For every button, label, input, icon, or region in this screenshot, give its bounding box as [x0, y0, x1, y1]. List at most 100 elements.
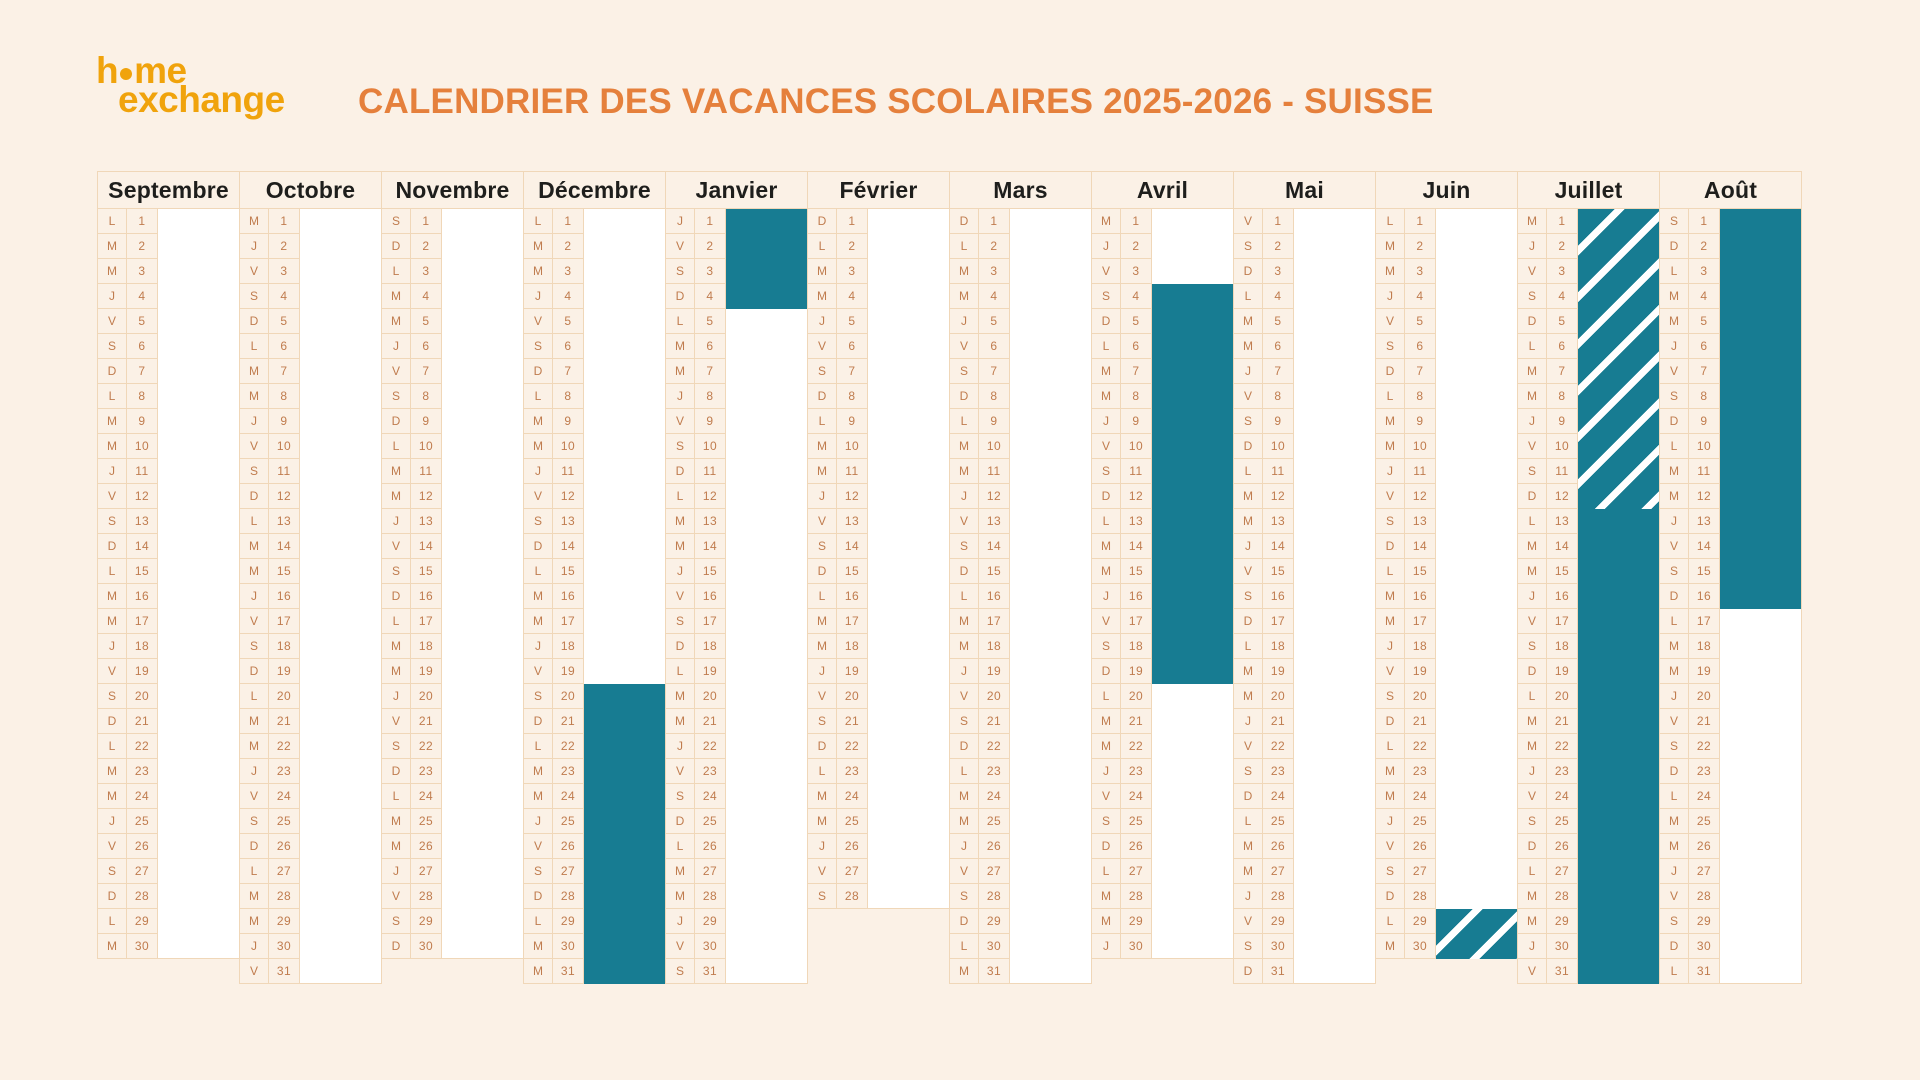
day-row: S 31 — [665, 959, 808, 984]
day-letter-cell: M — [239, 209, 269, 234]
day-number-cell: 20 — [1547, 684, 1578, 709]
day-letter-cell: D — [665, 809, 695, 834]
day-letter-cell: M — [523, 409, 553, 434]
day-row: S 28 — [807, 884, 950, 909]
day-row: J 22 — [665, 734, 808, 759]
day-number-cell: 1 — [553, 209, 584, 234]
day-number-cell: 30 — [1121, 934, 1152, 959]
day-number-cell: 22 — [979, 734, 1010, 759]
day-number-cell: 15 — [269, 559, 300, 584]
day-letter-cell: D — [97, 534, 127, 559]
day-number-cell: 6 — [127, 334, 158, 359]
day-letter-cell: M — [97, 259, 127, 284]
day-row: M 17 — [1375, 609, 1518, 634]
day-row: S 14 — [807, 534, 950, 559]
day-letter-cell: M — [1659, 484, 1689, 509]
day-row: J 14 — [1233, 534, 1376, 559]
day-row: M 21 — [239, 709, 382, 734]
day-letter-cell: M — [523, 234, 553, 259]
day-letter-cell: V — [807, 334, 837, 359]
month-header: Mars — [949, 171, 1092, 209]
day-letter-cell: M — [1091, 359, 1121, 384]
day-letter-cell: S — [949, 884, 979, 909]
day-row: M 10 — [807, 434, 950, 459]
day-row: V 17 — [1517, 609, 1660, 634]
logo-line-1: h me — [96, 50, 187, 91]
day-row: S 21 — [807, 709, 950, 734]
day-letter-cell: M — [665, 684, 695, 709]
day-letter-cell: D — [949, 209, 979, 234]
day-row: L 31 — [1659, 959, 1802, 984]
day-row: S 13 — [1375, 509, 1518, 534]
day-row: V 28 — [381, 884, 524, 909]
day-letter-cell: D — [1375, 884, 1405, 909]
day-number-cell: 1 — [1121, 209, 1152, 234]
day-number-cell: 18 — [553, 634, 584, 659]
vacation-strip — [1720, 209, 1802, 984]
day-letter-cell: J — [1233, 884, 1263, 909]
day-letter-cell: M — [949, 809, 979, 834]
day-letter-cell: S — [523, 334, 553, 359]
day-number-cell: 22 — [127, 734, 158, 759]
day-row: L 15 — [97, 559, 240, 584]
day-number-cell: 22 — [837, 734, 868, 759]
day-letter-cell: D — [1517, 659, 1547, 684]
day-row: J 12 — [807, 484, 950, 509]
day-row: J 23 — [1517, 759, 1660, 784]
day-number-cell: 24 — [411, 784, 442, 809]
day-row: V 27 — [949, 859, 1092, 884]
day-row: S 20 — [523, 684, 666, 709]
day-row: D 31 — [1233, 959, 1376, 984]
vacation-strip — [726, 209, 808, 984]
day-row: M 16 — [523, 584, 666, 609]
day-letter-cell: M — [381, 284, 411, 309]
day-row: M 10 — [97, 434, 240, 459]
day-letter-cell: L — [523, 909, 553, 934]
day-number-cell: 9 — [1405, 409, 1436, 434]
day-number-cell: 5 — [1547, 309, 1578, 334]
day-letter-cell: V — [665, 934, 695, 959]
vacation-block-solid — [1152, 284, 1233, 684]
day-number-cell: 22 — [1263, 734, 1294, 759]
day-number-cell: 19 — [1547, 659, 1578, 684]
day-number-cell: 11 — [837, 459, 868, 484]
day-letter-cell: S — [1375, 684, 1405, 709]
day-number-cell: 18 — [269, 634, 300, 659]
day-number-cell: 12 — [1689, 484, 1720, 509]
day-row: V 26 — [1375, 834, 1518, 859]
day-letter-cell: V — [1091, 434, 1121, 459]
day-letter-cell: J — [523, 459, 553, 484]
day-letter-cell: S — [1233, 409, 1263, 434]
day-row: L 22 — [97, 734, 240, 759]
day-row: S 27 — [1375, 859, 1518, 884]
day-number-cell: 23 — [1547, 759, 1578, 784]
day-number-cell: 16 — [1689, 584, 1720, 609]
day-letter-cell: M — [665, 884, 695, 909]
day-letter-cell: V — [239, 784, 269, 809]
day-row: L 20 — [1091, 684, 1234, 709]
month-grid: S 1 D 2 L 3 M 4 M 5 J 6 V 7 S 8 D 9 L 10 M 11 M 12 J 13 V 14 S 15 D 16 L… — [1659, 209, 1802, 984]
day-number-cell: 30 — [269, 934, 300, 959]
day-letter-cell: L — [807, 234, 837, 259]
day-row: D 22 — [949, 734, 1092, 759]
day-letter-cell: M — [523, 259, 553, 284]
day-row: S 17 — [665, 609, 808, 634]
day-number-cell: 19 — [269, 659, 300, 684]
day-number-cell: 12 — [1121, 484, 1152, 509]
day-row: S 28 — [949, 884, 1092, 909]
day-row: S 18 — [1091, 634, 1234, 659]
day-number-cell: 3 — [1405, 259, 1436, 284]
day-row: V 24 — [1091, 784, 1234, 809]
day-letter-cell: M — [381, 809, 411, 834]
day-number-cell: 29 — [553, 909, 584, 934]
